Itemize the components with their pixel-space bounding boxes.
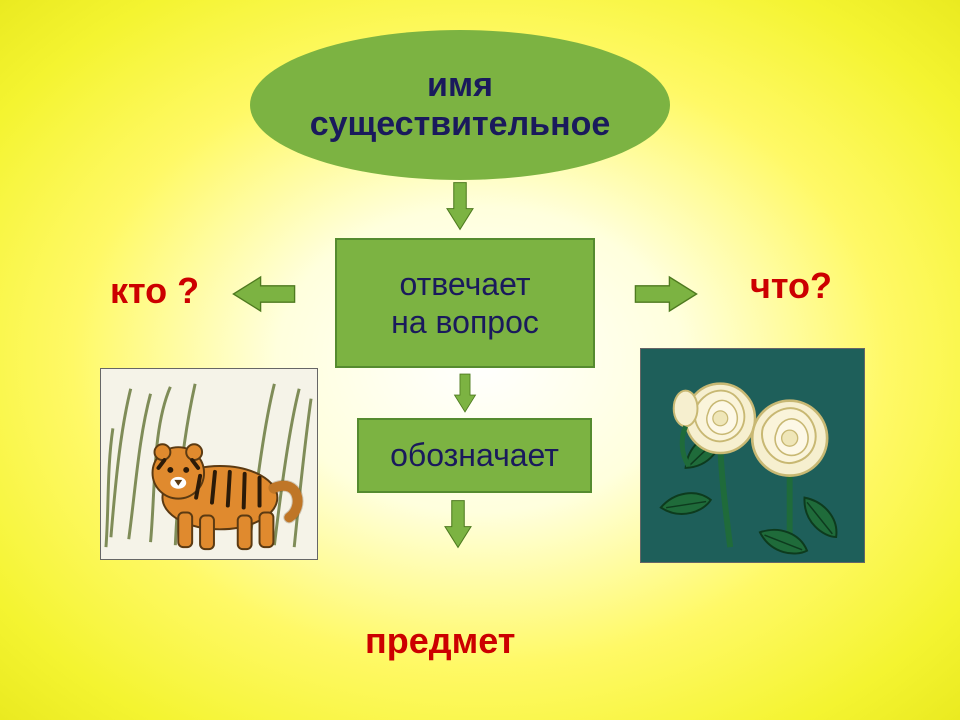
roses-image [640, 348, 865, 563]
answers-question-box: отвечает на вопрос [335, 238, 595, 368]
box1-line2: на вопрос [391, 303, 539, 341]
arrow-down-icon [424, 498, 492, 550]
diagram-stage: имя существительное отвечает на вопрос к… [0, 0, 960, 720]
denotes-box: обозначает [357, 418, 592, 493]
arrow-right-icon [632, 268, 700, 320]
title-ellipse: имя существительное [250, 30, 670, 180]
box1-line1: отвечает [400, 265, 531, 303]
tiger-image [100, 368, 318, 560]
arrow-left-icon [230, 268, 298, 320]
box2-text: обозначает [390, 436, 559, 474]
object-label: предмет [365, 620, 515, 662]
title-line2: существительное [310, 105, 611, 144]
arrow-down-icon [440, 372, 490, 414]
title-line1: имя [427, 66, 493, 105]
question-what-label: что? [750, 265, 832, 307]
question-who-label: кто ? [110, 270, 199, 312]
arrow-down-icon [425, 180, 495, 232]
